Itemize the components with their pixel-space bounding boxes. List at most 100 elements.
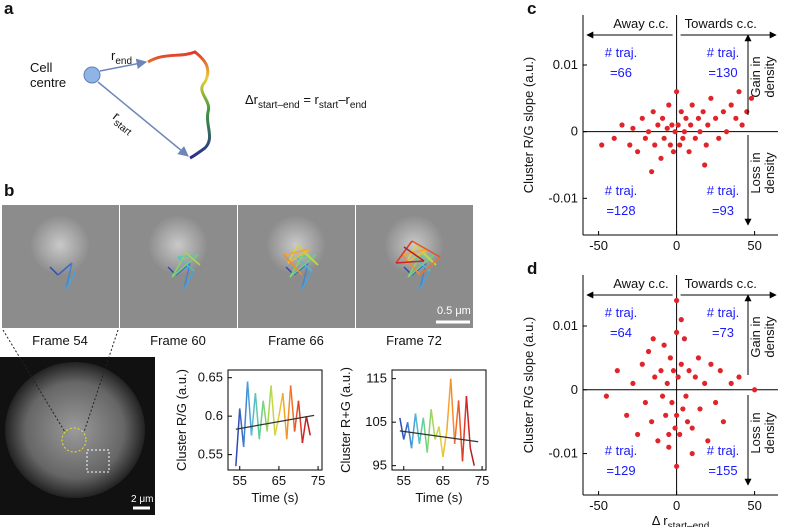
point [650,336,656,342]
line-segment [469,448,475,466]
line-segment [242,381,249,447]
point [674,412,680,418]
point [744,109,750,115]
quadrant-label: # traj. [707,305,740,320]
point [678,317,684,323]
frame-trajectory [65,270,77,290]
quadrant-label: # traj. [605,305,638,320]
panel-label: d [527,259,537,278]
y-tick-label: 0 [571,382,578,397]
r-end-label: rend [111,48,132,67]
point [695,115,702,121]
x-axis-label: Δ rstart–end [652,513,710,527]
line-segment [461,396,468,462]
point [697,406,703,412]
point [663,412,669,418]
point [702,380,708,387]
point [723,129,730,135]
frame-trajectory [185,252,201,266]
quadrant-count: =130 [708,65,737,80]
point [614,368,620,374]
point [659,393,666,399]
point [720,419,727,425]
quadrant-label: # traj. [707,443,740,458]
formula-part: end [350,100,367,111]
sub: end [115,56,132,67]
line-segment [426,409,432,453]
quadrant-label: # traj. [707,45,740,60]
point [624,412,630,418]
point [642,135,649,141]
point [664,380,670,387]
point [717,368,723,374]
point [716,135,722,141]
point [655,438,661,444]
x-axis-label: Time (s) [251,490,298,505]
line-segment [442,430,448,458]
point [752,387,758,393]
frame-trajectory [65,262,73,290]
line-segment [274,416,280,436]
x-label-sub: start–end [668,521,710,527]
frame-trajectory [407,252,423,278]
quadrant-label: # traj. [707,183,740,198]
y-tick-label: 105 [365,414,387,429]
frame-trajectory [395,260,425,264]
scale-label: 2 μm [131,494,153,505]
x-tick-label: 65 [436,473,450,488]
point [666,102,672,108]
density-label: Gain in [748,56,763,97]
direction-label: Away c.c. [613,276,668,291]
line-segment [262,400,268,432]
line-segment [406,422,413,449]
line-segment [403,422,409,440]
point [702,162,708,168]
point [655,122,661,128]
y-tick-label: 115 [366,371,387,386]
point [728,380,734,387]
quadrant-count: =73 [712,325,734,340]
frame-trajectory [177,254,199,258]
trend-line [235,414,315,430]
frames: Frame 54 Frame 60 Frame 66 Frame 72 0.5 μm [2,205,473,348]
point [689,102,695,108]
line-segment [286,385,292,440]
frame-trajectory [415,244,437,266]
arrow [97,81,189,157]
x-axis-label: Time (s) [415,490,462,505]
point [683,393,689,399]
density-label: Loss in [748,412,763,453]
point [639,115,645,121]
point [645,129,652,135]
line-segment [453,400,460,444]
roi [86,449,110,473]
line-segment [446,378,452,431]
line-segment [301,416,308,444]
point [649,419,655,425]
x-tick-label: 50 [747,238,761,253]
x-label-main: Δ r [652,513,669,527]
point [652,142,658,148]
line-segment [278,392,284,417]
point [733,115,739,121]
point [639,361,645,367]
point [681,129,688,135]
point [649,169,655,175]
frame-label: Frame 54 [32,333,88,348]
frame-trajectory [395,240,413,264]
point [666,431,672,438]
point [688,122,694,128]
line-segment [450,378,456,444]
point [599,142,605,148]
point [664,125,670,131]
x-tick-label: 75 [475,473,489,488]
frame-trajectory [283,254,303,276]
point [689,450,695,457]
point [703,142,709,148]
point [686,149,692,155]
point [677,431,683,438]
plot-frame [227,369,323,471]
r-start-label: rstart [108,109,139,139]
y-tick-label: -0.01 [548,190,578,205]
line-segment [235,408,241,467]
